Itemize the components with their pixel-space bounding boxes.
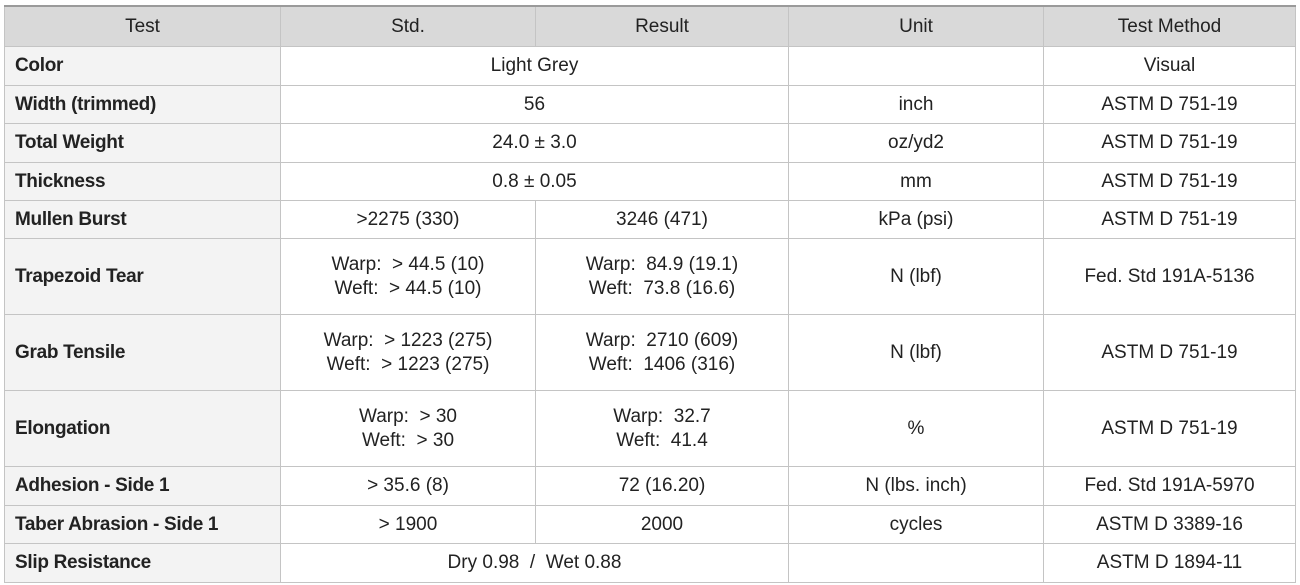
table-row: Slip Resistance Dry 0.98 / Wet 0.88 ASTM D…	[4, 543, 1296, 583]
unit-cell: inch	[788, 85, 1044, 124]
table-row: Elongation Warp: > 30 Weft: > 30 Warp: 32.7…	[4, 390, 1296, 467]
table-row: Taber Abrasion - Side 1 > 1900 2000 cycles A…	[4, 505, 1296, 544]
cell-line: Weft: 41.4	[616, 429, 708, 451]
unit-cell: oz/yd2	[788, 123, 1044, 163]
header-cell: Unit	[788, 5, 1044, 47]
test-name: Taber Abrasion - Side 1	[4, 505, 281, 544]
cell-line: >2275 (330)	[356, 208, 460, 230]
method-cell: ASTM D 751-19	[1043, 314, 1296, 391]
spec-cell: 56	[280, 85, 789, 124]
table-row: Thickness 0.8 ± 0.05 mm ASTM D 751-19	[4, 162, 1296, 201]
test-name: Trapezoid Tear	[4, 238, 281, 315]
cell-line: 24.0 ± 3.0	[492, 132, 577, 153]
cell-line: > 1900	[378, 513, 438, 535]
result-cell: 3246 (471)	[535, 200, 789, 239]
method-cell: Visual	[1043, 46, 1296, 86]
cell-line: Warp: > 30	[358, 405, 458, 427]
test-name: Adhesion - Side 1	[4, 466, 281, 506]
cell-line: Weft: > 30	[361, 429, 455, 451]
cell-line: 72 (16.20)	[618, 475, 706, 496]
cell-line: 0.8 ± 0.05	[492, 170, 577, 192]
std-cell: Warp: > 30 Weft: > 30	[280, 390, 536, 467]
method-cell: Fed. Std 191A-5136	[1043, 238, 1296, 315]
cell-line: Weft: > 44.5 (10)	[334, 277, 482, 299]
cell-line: 3246 (471)	[616, 208, 708, 230]
std-cell: Warp: > 44.5 (10) Weft: > 44.5 (10)	[280, 238, 536, 315]
spec-cell: Light Grey	[280, 46, 789, 86]
method-cell: ASTM D 3389-16	[1043, 505, 1296, 544]
result-cell: 2000	[535, 505, 789, 544]
method-cell: ASTM D 751-19	[1043, 200, 1296, 239]
cell-line: Light Grey	[490, 55, 579, 76]
cell-line: > 35.6 (8)	[367, 475, 449, 496]
header-cell: Test	[4, 5, 281, 47]
table-body: Color Light Grey Visual Width (trimmed) 56 in…	[4, 46, 1296, 583]
unit-cell: kPa (psi)	[788, 200, 1044, 239]
test-name: Color	[4, 46, 281, 86]
table-row: Color Light Grey Visual	[4, 46, 1296, 86]
table-row: Adhesion - Side 1 > 35.6 (8) 72 (16.20) N (…	[4, 466, 1296, 506]
result-cell: 72 (16.20)	[535, 466, 789, 506]
test-name: Grab Tensile	[4, 314, 281, 391]
cell-line: 2000	[640, 513, 684, 535]
std-cell: > 1900	[280, 505, 536, 544]
spec-cell: Dry 0.98 / Wet 0.88	[280, 543, 789, 583]
cell-line: Warp: > 44.5 (10)	[331, 253, 485, 275]
cell-line: Dry 0.98 / Wet 0.88	[447, 552, 622, 573]
method-cell: ASTM D 751-19	[1043, 85, 1296, 124]
table-row: Mullen Burst >2275 (330) 3246 (471) kPa (ps…	[4, 200, 1296, 239]
unit-cell: %	[788, 390, 1044, 467]
test-name: Slip Resistance	[4, 543, 281, 583]
cell-line: Warp: > 1223 (275)	[323, 329, 493, 351]
unit-cell: N (lbs. inch)	[788, 466, 1044, 506]
unit-cell: N (lbf)	[788, 238, 1044, 315]
cell-line: Weft: 1406 (316)	[588, 353, 736, 375]
cell-line: Weft: 73.8 (16.6)	[588, 277, 736, 299]
header-row: Test Std. Result Unit Test Method	[4, 5, 1296, 47]
method-cell: ASTM D 751-19	[1043, 162, 1296, 201]
test-name: Mullen Burst	[4, 200, 281, 239]
method-cell: ASTM D 751-19	[1043, 390, 1296, 467]
unit-cell	[788, 543, 1044, 583]
table-row: Total Weight 24.0 ± 3.0 oz/yd2 ASTM D 751-1…	[4, 123, 1296, 163]
header-cell: Std.	[280, 5, 536, 47]
unit-cell: cycles	[788, 505, 1044, 544]
unit-cell: mm	[788, 162, 1044, 201]
cell-line: 56	[523, 93, 546, 115]
result-cell: Warp: 2710 (609) Weft: 1406 (316)	[535, 314, 789, 391]
test-name: Thickness	[4, 162, 281, 201]
cell-line: Warp: 2710 (609)	[585, 329, 739, 351]
std-cell: >2275 (330)	[280, 200, 536, 239]
std-cell: > 35.6 (8)	[280, 466, 536, 506]
spec-cell: 0.8 ± 0.05	[280, 162, 789, 201]
result-cell: Warp: 84.9 (19.1) Weft: 73.8 (16.6)	[535, 238, 789, 315]
table-head: Test Std. Result Unit Test Method	[4, 5, 1296, 47]
header-cell: Test Method	[1043, 5, 1296, 47]
test-name: Elongation	[4, 390, 281, 467]
unit-cell	[788, 46, 1044, 86]
table-row: Width (trimmed) 56 inch ASTM D 751-19	[4, 85, 1296, 124]
method-cell: ASTM D 751-19	[1043, 123, 1296, 163]
test-name: Width (trimmed)	[4, 85, 281, 124]
table-row: Grab Tensile Warp: > 1223 (275) Weft: > 12…	[4, 314, 1296, 391]
table-row: Trapezoid Tear Warp: > 44.5 (10) Weft: > 4…	[4, 238, 1296, 315]
spec-cell: 24.0 ± 3.0	[280, 123, 789, 163]
header-cell: Result	[535, 5, 789, 47]
cell-line: Weft: > 1223 (275)	[326, 353, 490, 375]
method-cell: ASTM D 1894-11	[1043, 543, 1296, 583]
method-cell: Fed. Std 191A-5970	[1043, 466, 1296, 506]
test-name: Total Weight	[4, 123, 281, 163]
spec-table: Test Std. Result Unit Test Method Color Light…	[4, 5, 1296, 583]
cell-line: Warp: 84.9 (19.1)	[585, 253, 739, 275]
result-cell: Warp: 32.7 Weft: 41.4	[535, 390, 789, 467]
cell-line: Warp: 32.7	[613, 405, 711, 427]
unit-cell: N (lbf)	[788, 314, 1044, 391]
std-cell: Warp: > 1223 (275) Weft: > 1223 (275)	[280, 314, 536, 391]
